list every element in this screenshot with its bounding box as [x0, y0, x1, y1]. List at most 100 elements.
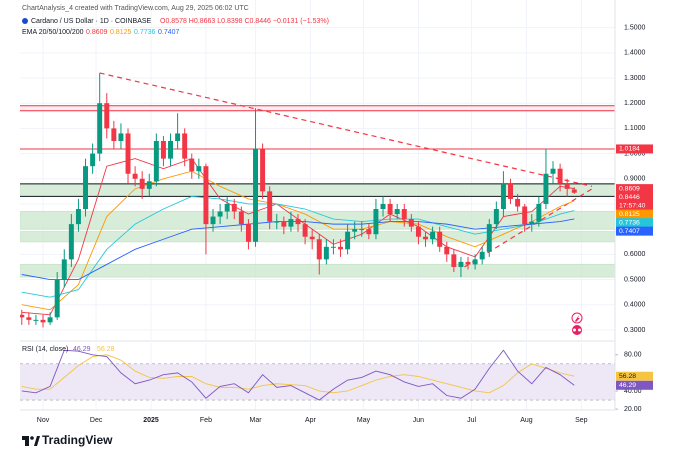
rsi-band: [20, 363, 615, 401]
logo-part: [22, 436, 29, 440]
icons: [571, 312, 583, 335]
candle-body: [366, 229, 372, 235]
candle-body: [139, 178, 145, 189]
candle-body: [508, 183, 513, 199]
price-label-box: [616, 218, 653, 228]
candle-body: [231, 203, 237, 212]
y-tick-label: 0.4000: [624, 302, 646, 309]
rsi-tick-label: 40.00: [624, 388, 642, 395]
candle-body: [430, 231, 436, 240]
candle-body: [536, 203, 542, 222]
candle-body: [500, 183, 506, 210]
candle-body: [75, 209, 81, 225]
rsi-tick-label: 20.00: [624, 406, 642, 413]
candle-body: [571, 189, 577, 193]
candle-body: [245, 224, 251, 242]
candle-body: [90, 153, 96, 167]
rsi-value-label: 56.28: [619, 373, 636, 380]
candle-body: [387, 203, 393, 215]
rsi-value-box: [616, 380, 653, 390]
trendline: [464, 188, 593, 268]
candle-body: [557, 168, 563, 184]
candle-body: [189, 158, 195, 172]
y-tick-label: 1.2000: [624, 100, 646, 107]
candle-body: [260, 148, 266, 192]
rsi-title: RSI (14, close): [22, 346, 68, 353]
candle-body: [168, 140, 173, 159]
candle-body: [486, 224, 492, 252]
ema-line: [21, 195, 575, 298]
y-tick-label: 1.3000: [624, 75, 646, 82]
x-tick-label: Feb: [200, 417, 212, 424]
candle-body: [175, 133, 181, 141]
price-label-box: [616, 226, 653, 236]
candle-body: [182, 133, 188, 159]
candle-body: [515, 198, 521, 207]
icon: [575, 315, 580, 322]
ema-label: EMA 20/50/100/200: [22, 29, 84, 36]
icon: [573, 328, 576, 332]
candle-body: [345, 231, 351, 250]
candle-body: [40, 319, 46, 323]
x-tick-label: Apr: [305, 417, 317, 424]
y-tick-label: 1.1000: [624, 125, 646, 132]
candle-body: [423, 236, 428, 240]
candle-body: [359, 229, 365, 231]
candle-body: [415, 226, 421, 237]
candle-body: [104, 103, 110, 129]
x-tick-label: Mar: [249, 417, 262, 424]
candle-body: [153, 140, 159, 182]
candle-body: [238, 211, 244, 225]
candle-body: [267, 191, 273, 222]
candle-body: [54, 279, 60, 318]
rsi-value-box: [616, 371, 653, 381]
candle-body: [203, 166, 209, 225]
brand-logo: [22, 436, 40, 446]
price-label-box: [616, 209, 653, 219]
candle-body: [309, 236, 315, 240]
price-label: 0.7736: [619, 219, 640, 226]
rsi-legend-value: 46.29: [73, 346, 91, 353]
rsi-line: [21, 349, 575, 401]
candle-body: [295, 219, 301, 225]
symbol: Cardano / US Dollar · 1D · COINBASE: [31, 18, 152, 25]
price-label-box: [616, 201, 653, 211]
candle-body: [401, 209, 407, 220]
candle-body: [316, 239, 322, 260]
candle-body: [33, 319, 39, 321]
y-tick-label: 0.3000: [624, 327, 646, 334]
price-label: 0.8609: [619, 185, 640, 192]
price-label: 0.7407: [619, 228, 640, 235]
candle-body: [111, 128, 117, 141]
candle-body: [288, 219, 294, 227]
candle-body: [479, 251, 485, 260]
candle-body: [323, 246, 329, 260]
candle-body: [380, 203, 386, 210]
price-label: 0.8446: [619, 194, 640, 201]
candle-body: [543, 173, 549, 204]
x-tick-label: Nov: [37, 417, 50, 424]
y-tick-label: 0.5000: [624, 276, 646, 283]
candle-body: [20, 314, 25, 318]
candle-body: [338, 246, 343, 250]
candle-body: [472, 259, 478, 265]
y-tick-label: 1.4000: [624, 50, 646, 57]
ema-line: [21, 170, 575, 311]
zone: [20, 263, 615, 278]
candle-body: [373, 209, 379, 235]
symbol-icon: [22, 18, 28, 24]
candle-body: [465, 261, 471, 265]
ohlc: O0.8578 H0.8663 L0.8398 C0.8446 −0.0131 …: [160, 18, 329, 25]
candle-body: [330, 246, 336, 248]
candle-body: [394, 209, 400, 215]
candle-body: [68, 224, 74, 260]
credit: ChartAnalysis_4 created with TradingView…: [22, 5, 249, 12]
candle-body: [550, 168, 556, 174]
candle-body: [529, 221, 535, 225]
x-tick-label: Jun: [413, 417, 424, 424]
icon: [578, 328, 581, 332]
candle-body: [160, 140, 166, 159]
level-label-box: [616, 144, 653, 154]
candle-body: [210, 216, 216, 225]
